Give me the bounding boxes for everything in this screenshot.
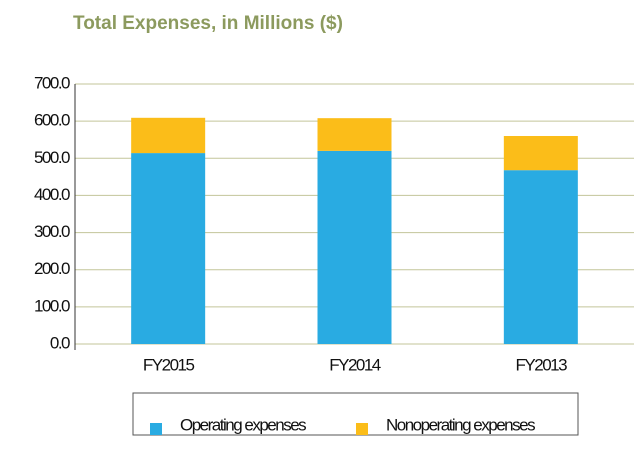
y-tick-label: 700.0 (34, 73, 70, 92)
y-tick-label: 200.0 (34, 259, 70, 278)
bar-segment (317, 118, 392, 151)
legend-label: Nonoperating expenses (386, 415, 535, 434)
y-tick-label: 400.0 (34, 185, 70, 204)
legend-swatch (150, 423, 162, 435)
y-tick-label: 100.0 (34, 296, 70, 315)
bar-segment (131, 117, 206, 154)
y-tick-label: 500.0 (34, 148, 70, 167)
bar-segment (503, 136, 578, 171)
y-tick-label: 0.0 (50, 333, 70, 352)
bar-segment (131, 153, 206, 344)
y-tick-label: 600.0 (34, 111, 70, 130)
x-tick-label: FY2015 (143, 355, 195, 374)
bar-segment (317, 150, 392, 344)
legend-label: Operating expenses (180, 415, 306, 434)
chart-title: Total Expenses, in Millions ($) (73, 13, 343, 34)
bar-segment (503, 170, 578, 344)
legend-swatch (356, 423, 368, 435)
x-tick-label: FY2014 (329, 355, 381, 374)
legend-box (132, 392, 579, 436)
y-tick-label: 300.0 (34, 222, 70, 241)
x-tick-label: FY2013 (516, 355, 568, 374)
